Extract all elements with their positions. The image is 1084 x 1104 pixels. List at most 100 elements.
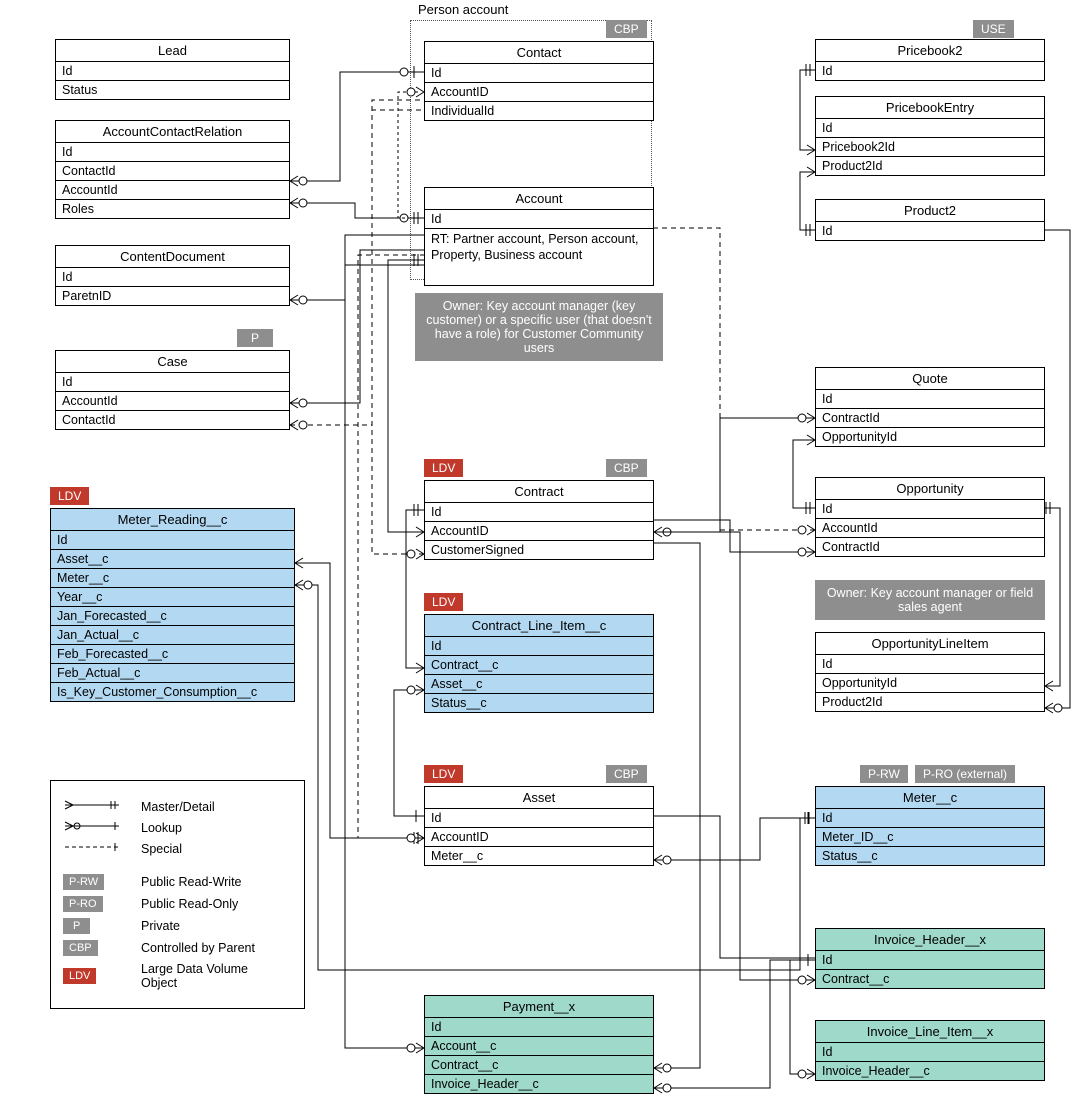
entity-quote-title: Quote <box>816 368 1044 390</box>
entity-acr: AccountContactRelationIdContactIdAccount… <box>55 120 290 219</box>
legend-badge-cbp: CBPControlled by Parent <box>63 940 286 956</box>
badge-cbp-contact: CBP <box>606 20 647 38</box>
entity-cli-field-3: Status__c <box>425 694 653 712</box>
entity-case-field-1: AccountId <box>56 392 289 411</box>
entity-asset-field-1: AccountID <box>425 828 653 847</box>
entity-cli-field-2: Asset__c <box>425 675 653 694</box>
entity-payment-field-1: Account__c <box>425 1037 653 1056</box>
badge-cbp-contract: CBP <box>606 459 647 477</box>
entity-opportunity: OpportunityIdAccountIdContractId <box>815 477 1045 557</box>
entity-pricebookentry-field-1: Pricebook2Id <box>816 138 1044 157</box>
entity-contentdoc-field-0: Id <box>56 268 289 287</box>
badge-ldv-contract: LDV <box>424 459 463 477</box>
entity-meter_reading-field-5: Jan_Actual__c <box>51 626 294 645</box>
badge-cbp-asset: CBP <box>606 765 647 783</box>
entity-contract-field-1: AccountID <box>425 522 653 541</box>
entity-contract-field-0: Id <box>425 503 653 522</box>
entity-contract-field-2: CustomerSigned <box>425 541 653 559</box>
entity-oli-field-2: Product2Id <box>816 693 1044 711</box>
legend-relation-master-detail: Master/Detail <box>63 799 286 814</box>
entity-meter_reading-field-4: Jan_Forecasted__c <box>51 607 294 626</box>
entity-payment-field-0: Id <box>425 1018 653 1037</box>
entity-opportunity-title: Opportunity <box>816 478 1044 500</box>
entity-acr-field-0: Id <box>56 143 289 162</box>
entity-asset-field-2: Meter__c <box>425 847 653 865</box>
entity-pricebook2-title: Pricebook2 <box>816 40 1044 62</box>
entity-oli-field-0: Id <box>816 655 1044 674</box>
entity-opportunity-field-2: ContractId <box>816 538 1044 556</box>
entity-invoice_line-field-0: Id <box>816 1043 1044 1062</box>
entity-opportunity-field-0: Id <box>816 500 1044 519</box>
entity-contact-title: Contact <box>425 42 653 64</box>
entity-quote: QuoteIdContractIdOpportunityId <box>815 367 1045 447</box>
entity-invoice_header: Invoice_Header__xIdContract__c <box>815 928 1045 989</box>
legend: Master/Detail Lookup Special P-RWPublic … <box>50 780 305 1009</box>
entity-meter-title: Meter__c <box>816 787 1044 809</box>
badge-ldv-cli: LDV <box>424 593 463 611</box>
entity-meter_reading-field-6: Feb_Forecasted__c <box>51 645 294 664</box>
badge-ldv-meter-reading: LDV <box>50 487 89 505</box>
entity-contentdoc: ContentDocumentIdParetnID <box>55 245 290 306</box>
entity-meter_reading-field-7: Feb_Actual__c <box>51 664 294 683</box>
entity-product2-field-0: Id <box>816 222 1044 240</box>
entity-meter-field-2: Status__c <box>816 847 1044 865</box>
legend-badge-p: PPrivate <box>63 918 286 934</box>
entity-contact-field-2: IndividualId <box>425 102 653 120</box>
entity-payment-title: Payment__x <box>425 996 653 1018</box>
entity-pricebookentry: PricebookEntryIdPricebook2IdProduct2Id <box>815 96 1045 176</box>
entity-lead-field-0: Id <box>56 62 289 81</box>
entity-pricebookentry-field-0: Id <box>816 119 1044 138</box>
entity-meter-field-1: Meter_ID__c <box>816 828 1044 847</box>
entity-payment-field-3: Invoice_Header__c <box>425 1075 653 1093</box>
entity-payment-field-2: Contract__c <box>425 1056 653 1075</box>
entity-contentdoc-field-1: ParetnID <box>56 287 289 305</box>
entity-invoice_line-field-1: Invoice_Header__c <box>816 1062 1044 1080</box>
legend-badge-prw: P-RWPublic Read-Write <box>63 874 286 890</box>
entity-asset-title: Asset <box>425 787 653 809</box>
entity-invoice_header-field-1: Contract__c <box>816 970 1044 988</box>
entity-cli-field-1: Contract__c <box>425 656 653 675</box>
entity-lead-field-1: Status <box>56 81 289 99</box>
entity-invoice_line: Invoice_Line_Item__xIdInvoice_Header__c <box>815 1020 1045 1081</box>
note-opportunity-owner: Owner: Key account manager or field sale… <box>815 580 1045 620</box>
entity-oli-title: OpportunityLineItem <box>816 633 1044 655</box>
entity-pricebook2: Pricebook2Id <box>815 39 1045 81</box>
badge-pro-meter: P-RO (external) <box>915 765 1015 783</box>
entity-payment: Payment__xIdAccount__cContract__cInvoice… <box>424 995 654 1094</box>
legend-badge-pro: P-ROPublic Read-Only <box>63 896 286 912</box>
entity-meter_reading-title: Meter_Reading__c <box>51 509 294 531</box>
entity-meter: Meter__cIdMeter_ID__cStatus__c <box>815 786 1045 866</box>
entity-acr-field-3: Roles <box>56 200 289 218</box>
entity-acr-field-1: ContactId <box>56 162 289 181</box>
entity-contact-field-1: AccountID <box>425 83 653 102</box>
entity-oli-field-1: OpportunityId <box>816 674 1044 693</box>
badge-p-case: P <box>237 329 273 347</box>
entity-meter_reading-field-3: Year__c <box>51 588 294 607</box>
entity-case-field-0: Id <box>56 373 289 392</box>
entity-lead: LeadIdStatus <box>55 39 290 100</box>
entity-invoice_header-title: Invoice_Header__x <box>816 929 1044 951</box>
entity-meter_reading-field-0: Id <box>51 531 294 550</box>
entity-acr-title: AccountContactRelation <box>56 121 289 143</box>
entity-meter_reading-field-1: Asset__c <box>51 550 294 569</box>
entity-contentdoc-title: ContentDocument <box>56 246 289 268</box>
note-account-owner: Owner: Key account manager (key customer… <box>415 293 663 361</box>
legend-relation-lookup: Lookup <box>63 820 286 835</box>
entity-cli-field-0: Id <box>425 637 653 656</box>
entity-contract: ContractIdAccountIDCustomerSigned <box>424 480 654 560</box>
entity-acr-field-2: AccountId <box>56 181 289 200</box>
entity-meter_reading-field-2: Meter__c <box>51 569 294 588</box>
entity-oli: OpportunityLineItemIdOpportunityIdProduc… <box>815 632 1045 712</box>
entity-asset: AssetIdAccountIDMeter__c <box>424 786 654 866</box>
entity-contact-field-0: Id <box>425 64 653 83</box>
entity-meter_reading: Meter_Reading__cIdAsset__cMeter__cYear__… <box>50 508 295 702</box>
entity-pricebookentry-title: PricebookEntry <box>816 97 1044 119</box>
legend-relation-special: Special <box>63 841 286 856</box>
entity-product2: Product2Id <box>815 199 1045 241</box>
entity-cli-title: Contract_Line_Item__c <box>425 615 653 637</box>
entity-account: AccountIdRT: Partner account, Person acc… <box>424 187 654 286</box>
entity-case-title: Case <box>56 351 289 373</box>
entity-pricebook2-field-0: Id <box>816 62 1044 80</box>
entity-meter_reading-field-8: Is_Key_Customer_Consumption__c <box>51 683 294 701</box>
er-diagram-canvas: { "diagram": { "type": "entity-relations… <box>0 0 1084 1104</box>
